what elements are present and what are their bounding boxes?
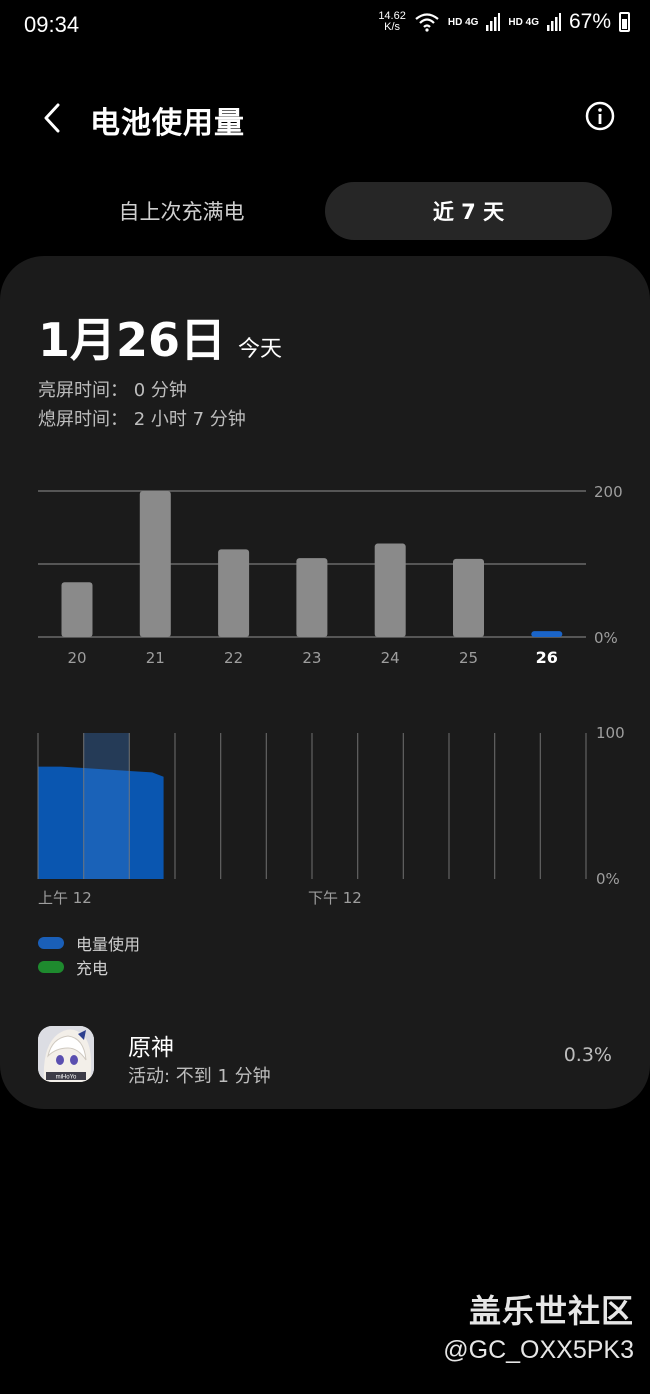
y-tick-label: 200 <box>594 483 623 501</box>
period-tabs: 自上次充满电 近 7 天 <box>38 182 612 240</box>
x-tick-label: 21 <box>146 649 165 667</box>
bar-day-20 <box>61 582 93 637</box>
hourly-battery-chart: 100 0% 上午 12 下午 12 <box>37 724 625 907</box>
app-usage-row[interactable]: miHoYo 原神 活动: 不到 1 分钟 0.3% <box>38 1026 612 1087</box>
legend-swatch <box>38 961 64 973</box>
battery-usage-area <box>38 766 164 879</box>
legend-item-charging: 充电 <box>38 955 108 979</box>
tab-last-7-days[interactable]: 近 7 天 <box>325 182 612 240</box>
bar-day-21 <box>139 491 171 637</box>
app-name: 原神 <box>128 1035 174 1061</box>
bar-day-23 <box>296 558 328 637</box>
watermark-user: @GC_OXX5PK3 <box>443 1336 634 1364</box>
wifi-icon <box>415 13 439 32</box>
selected-date: 1月26日 <box>38 313 227 367</box>
screen-on-time: 亮屏时间： 0 分钟 <box>38 380 187 401</box>
y-tick-label: 100 <box>596 724 625 742</box>
legend-label: 电量使用 <box>76 935 141 954</box>
back-button[interactable] <box>30 94 74 142</box>
battery-percent: 67% <box>568 10 611 33</box>
sim1-signal: HD 4G <box>447 16 479 28</box>
watermark-community: 盖乐世社区 <box>468 1292 634 1330</box>
genshin-app-icon: miHoYo <box>38 1026 94 1082</box>
x-tick-label: 26 <box>536 648 558 667</box>
bar-day-26 <box>531 631 563 637</box>
bar-day-25 <box>453 558 484 637</box>
app-icon-text: miHoYo <box>56 1075 77 1081</box>
status-time: 09:34 <box>24 12 80 37</box>
x-tick-label: 23 <box>302 649 321 667</box>
x-tick-label: 24 <box>381 649 400 667</box>
bar-day-22 <box>218 549 250 637</box>
signal-bars-icon <box>546 13 561 31</box>
usage-card: 1月26日 今天 亮屏时间： 0 分钟 熄屏时间： 2 小时 7 分钟 200 0… <box>0 256 650 1109</box>
bar-day-24 <box>374 543 406 637</box>
battery-icon <box>619 12 630 32</box>
sim2-signal: HD 4G <box>508 16 539 28</box>
legend-item-usage: 电量使用 <box>38 931 140 955</box>
highlighted-hour <box>83 733 130 879</box>
chevron-left-icon <box>44 103 60 133</box>
x-tick-label: 25 <box>459 649 478 667</box>
info-button[interactable] <box>584 100 616 132</box>
legend-swatch <box>38 937 64 949</box>
status-bar: 09:34 14.62 K/s HD 4G HD 4G 67% <box>0 0 650 50</box>
legend-label: 充电 <box>76 959 109 978</box>
page-title: 电池使用量 <box>90 106 245 141</box>
app-activity: 活动: 不到 1 分钟 <box>128 1066 271 1087</box>
x-tick-label: 下午 12 <box>308 889 362 907</box>
app-bar: 电池使用量 <box>0 90 650 146</box>
network-speed: 14.62 K/s <box>378 10 406 33</box>
date-heading: 1月26日 今天 <box>38 304 282 370</box>
info-icon <box>585 101 615 131</box>
x-tick-label: 22 <box>224 649 243 667</box>
y-tick-label: 0% <box>596 870 620 888</box>
screen-off-time: 熄屏时间： 2 小时 7 分钟 <box>38 409 246 430</box>
tab-since-full-charge[interactable]: 自上次充满电 <box>118 200 245 224</box>
x-tick-label: 上午 12 <box>38 889 92 907</box>
x-tick-label: 20 <box>67 649 86 667</box>
app-usage-percent: 0.3% <box>563 1044 612 1066</box>
y-tick-label: 0% <box>594 629 618 647</box>
status-icons: 14.62 K/s HD 4G HD 4G 67% <box>378 10 630 34</box>
weekly-usage-chart: 200 0% 20 21 22 23 24 25 26 <box>38 483 623 667</box>
today-label: 今天 <box>238 337 283 362</box>
signal-bars-icon <box>486 13 501 31</box>
